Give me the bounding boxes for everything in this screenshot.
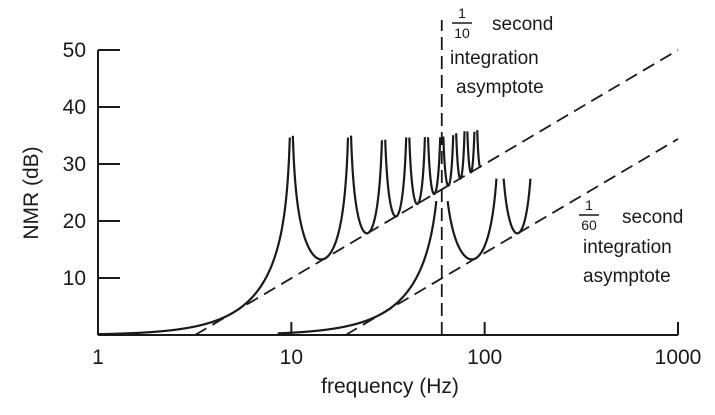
y-tick-label: 10 <box>63 267 86 290</box>
asymptote-line-2 <box>345 138 679 336</box>
nmr-curve-1 <box>96 130 482 336</box>
annotation-text-line: integration <box>583 237 672 258</box>
x-axis-label: frequency (Hz) <box>321 375 459 398</box>
y-tick-label: 30 <box>63 153 86 176</box>
annotation-text-line: second <box>492 14 553 35</box>
x-tick-label: 10 <box>280 346 303 369</box>
annotation-2: 1 60 second integration asymptote <box>579 197 683 287</box>
y-tick-label: 40 <box>63 96 86 119</box>
annotation-text-line: second <box>622 207 683 228</box>
ticks: 1 10 100 1000 10 20 30 40 50 <box>63 39 702 369</box>
annotation-text-line: asymptote <box>456 77 544 98</box>
annotation-denominator: 10 <box>454 25 470 41</box>
y-axis-label: NMR (dB) <box>20 146 43 239</box>
annotation-text-line: integration <box>450 48 539 69</box>
annotation-text-line: asymptote <box>583 266 671 287</box>
annotation-denominator: 60 <box>581 217 597 233</box>
annotation-1: 1 10 second integration asymptote <box>450 5 553 98</box>
y-tick-label: 50 <box>63 39 86 62</box>
y-tick-label: 20 <box>63 210 86 233</box>
x-tick-label: 1 <box>92 346 104 369</box>
x-tick-label: 100 <box>467 346 502 369</box>
annotation-numerator: 1 <box>458 5 466 21</box>
asymptote-line-1 <box>194 49 679 336</box>
annotations: 1 10 second integration asymptote 1 60 second in… <box>450 5 683 287</box>
annotation-numerator: 1 <box>585 197 593 213</box>
x-tick-label: 1000 <box>655 346 702 369</box>
curves <box>96 49 679 336</box>
axes <box>97 20 678 336</box>
